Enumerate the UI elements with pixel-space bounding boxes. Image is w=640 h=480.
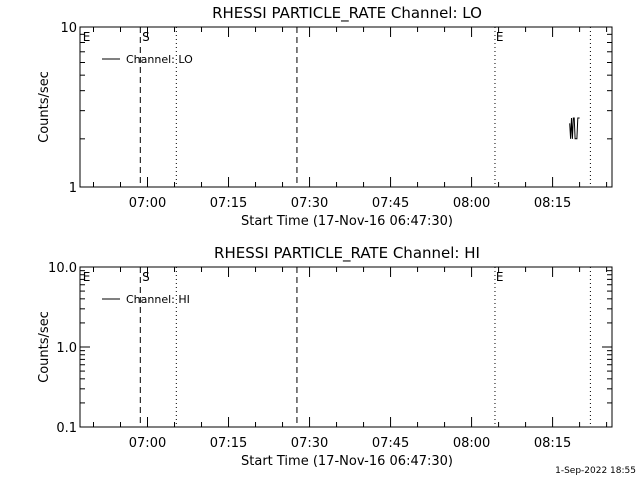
axes-frame [79,26,613,188]
x-tick-label: 07:15 [210,196,247,211]
series-line-1 [569,117,580,140]
y-tick-label: 10.0 [48,261,77,276]
x-tick-label: 07:00 [129,436,166,451]
event-marker-e: E [496,30,504,44]
x-axis-label: Start Time (17-Nov-16 06:47:30) [241,214,453,229]
x-tick-label: 08:00 [453,436,490,451]
axes-frame [79,266,613,428]
y-axis-label: Counts/sec [37,311,52,383]
legend-label: Channel: HI [126,293,190,306]
x-tick-label: 07:15 [210,436,247,451]
legend-label: Channel: LO [126,53,193,66]
chart-title: RHESSI PARTICLE_RATE Channel: HI [214,244,480,263]
y-tick-label: 1.0 [56,341,77,356]
event-marker-e: E [83,270,91,284]
x-tick-label: 07:45 [372,196,409,211]
y-tick-label: 10 [60,21,77,36]
chart-panel-1: RHESSI PARTICLE_RATE Channel: LO Start Ti… [37,4,613,229]
y-tick-label: 1 [69,181,77,196]
event-marker-e: E [496,270,504,284]
x-tick-label: 07:30 [291,436,328,451]
y-tick-label: 0.1 [56,421,77,436]
event-marker-e: E [83,30,91,44]
event-marker-s: S [142,270,150,284]
print-timestamp: 1-Sep-2022 18:55 [555,466,636,476]
x-tick-label: 07:30 [291,196,328,211]
x-tick-label: 07:00 [129,196,166,211]
x-axis-label: Start Time (17-Nov-16 06:47:30) [241,454,453,469]
x-tick-label: 08:00 [453,196,490,211]
chart-panel-2: RHESSI PARTICLE_RATE Channel: HI Start Ti… [37,244,613,469]
y-axis-label: Counts/sec [37,71,52,143]
x-tick-label: 07:45 [372,436,409,451]
x-tick-label: 08:15 [534,196,571,211]
event-marker-s: S [142,30,150,44]
chart-title: RHESSI PARTICLE_RATE Channel: LO [212,4,482,23]
x-tick-label: 08:15 [534,436,571,451]
